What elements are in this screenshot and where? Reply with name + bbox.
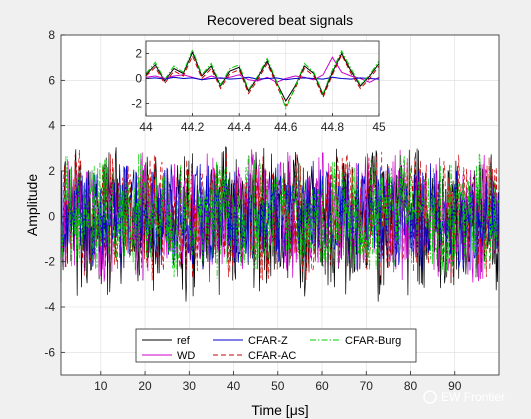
x-tick-label: 70 [360, 379, 374, 393]
y-tick-label: 4 [48, 119, 55, 133]
inset-y-tick-label: -2 [131, 97, 142, 111]
series-line-ref [60, 146, 500, 302]
x-tick-label: 40 [227, 379, 241, 393]
inset-x-tick-label: 44.6 [274, 120, 298, 134]
legend-label-ref: ref [177, 335, 191, 347]
x-axis-label: Time [μs] [251, 402, 308, 418]
inset-x-tick-label: 44.8 [321, 120, 345, 134]
series-line-cfar-z [60, 160, 500, 273]
legend-label-wd: WD [177, 350, 195, 362]
y-tick-label: 8 [48, 28, 55, 42]
inset-series-line-cfar-ac [145, 53, 380, 108]
inset-y-tick-label: 0 [135, 72, 142, 86]
legend-label-cfar-ac: CFAR-AC [248, 350, 296, 362]
y-axis-label: Amplitude [24, 174, 40, 236]
chart-title: Recovered beat signals [207, 12, 353, 28]
x-tick-label: 50 [271, 379, 285, 393]
y-tick-label: -4 [44, 300, 55, 314]
watermark-text: EW Frontier [441, 390, 505, 404]
inset-x-tick-label: 44 [139, 120, 153, 134]
y-tick-label: 6 [48, 73, 55, 87]
main-plot-area [60, 146, 500, 302]
legend-box [135, 328, 417, 363]
y-tick-label: -6 [44, 345, 55, 359]
inset-series-line-ref [145, 50, 380, 103]
x-tick-label: 60 [315, 379, 329, 393]
inset-series-line-cfar-z [145, 76, 380, 81]
x-tick-label: 30 [183, 379, 197, 393]
legend-label-cfar-burg: CFAR-Burg [345, 335, 401, 347]
legend-label-cfar-z: CFAR-Z [248, 335, 288, 347]
series-line-cfar-burg [60, 153, 500, 279]
inset-ticks: 44 44.2 44.4 44.6 44.8 45 -2 0 2 [131, 47, 386, 135]
inset-y-tick-label: 2 [135, 47, 142, 61]
legend: ref CFAR-Z CFAR-Burg WD CFAR-AC [135, 328, 417, 363]
x-tick-label: 20 [138, 379, 152, 393]
main-axes-frame [60, 34, 500, 376]
inset-plot-area [145, 48, 380, 110]
series-line-cfar-ac [60, 149, 500, 283]
inset-x-tick-label: 44.4 [228, 120, 252, 134]
y-tick-label: 0 [48, 209, 55, 223]
watermark: EW Frontier [423, 390, 505, 404]
y-tick-label: -2 [44, 255, 55, 269]
x-tick-label: 80 [404, 379, 418, 393]
watermark-logo-icon [423, 390, 437, 404]
x-tick-label: 10 [94, 379, 108, 393]
inset-series-line-cfar-burg [145, 48, 380, 110]
inset-x-tick-label: 45 [372, 120, 386, 134]
y-tick-label: 2 [48, 164, 55, 178]
inset-x-tick-label: 44.2 [181, 120, 205, 134]
x-tick-label: 90 [448, 379, 462, 393]
